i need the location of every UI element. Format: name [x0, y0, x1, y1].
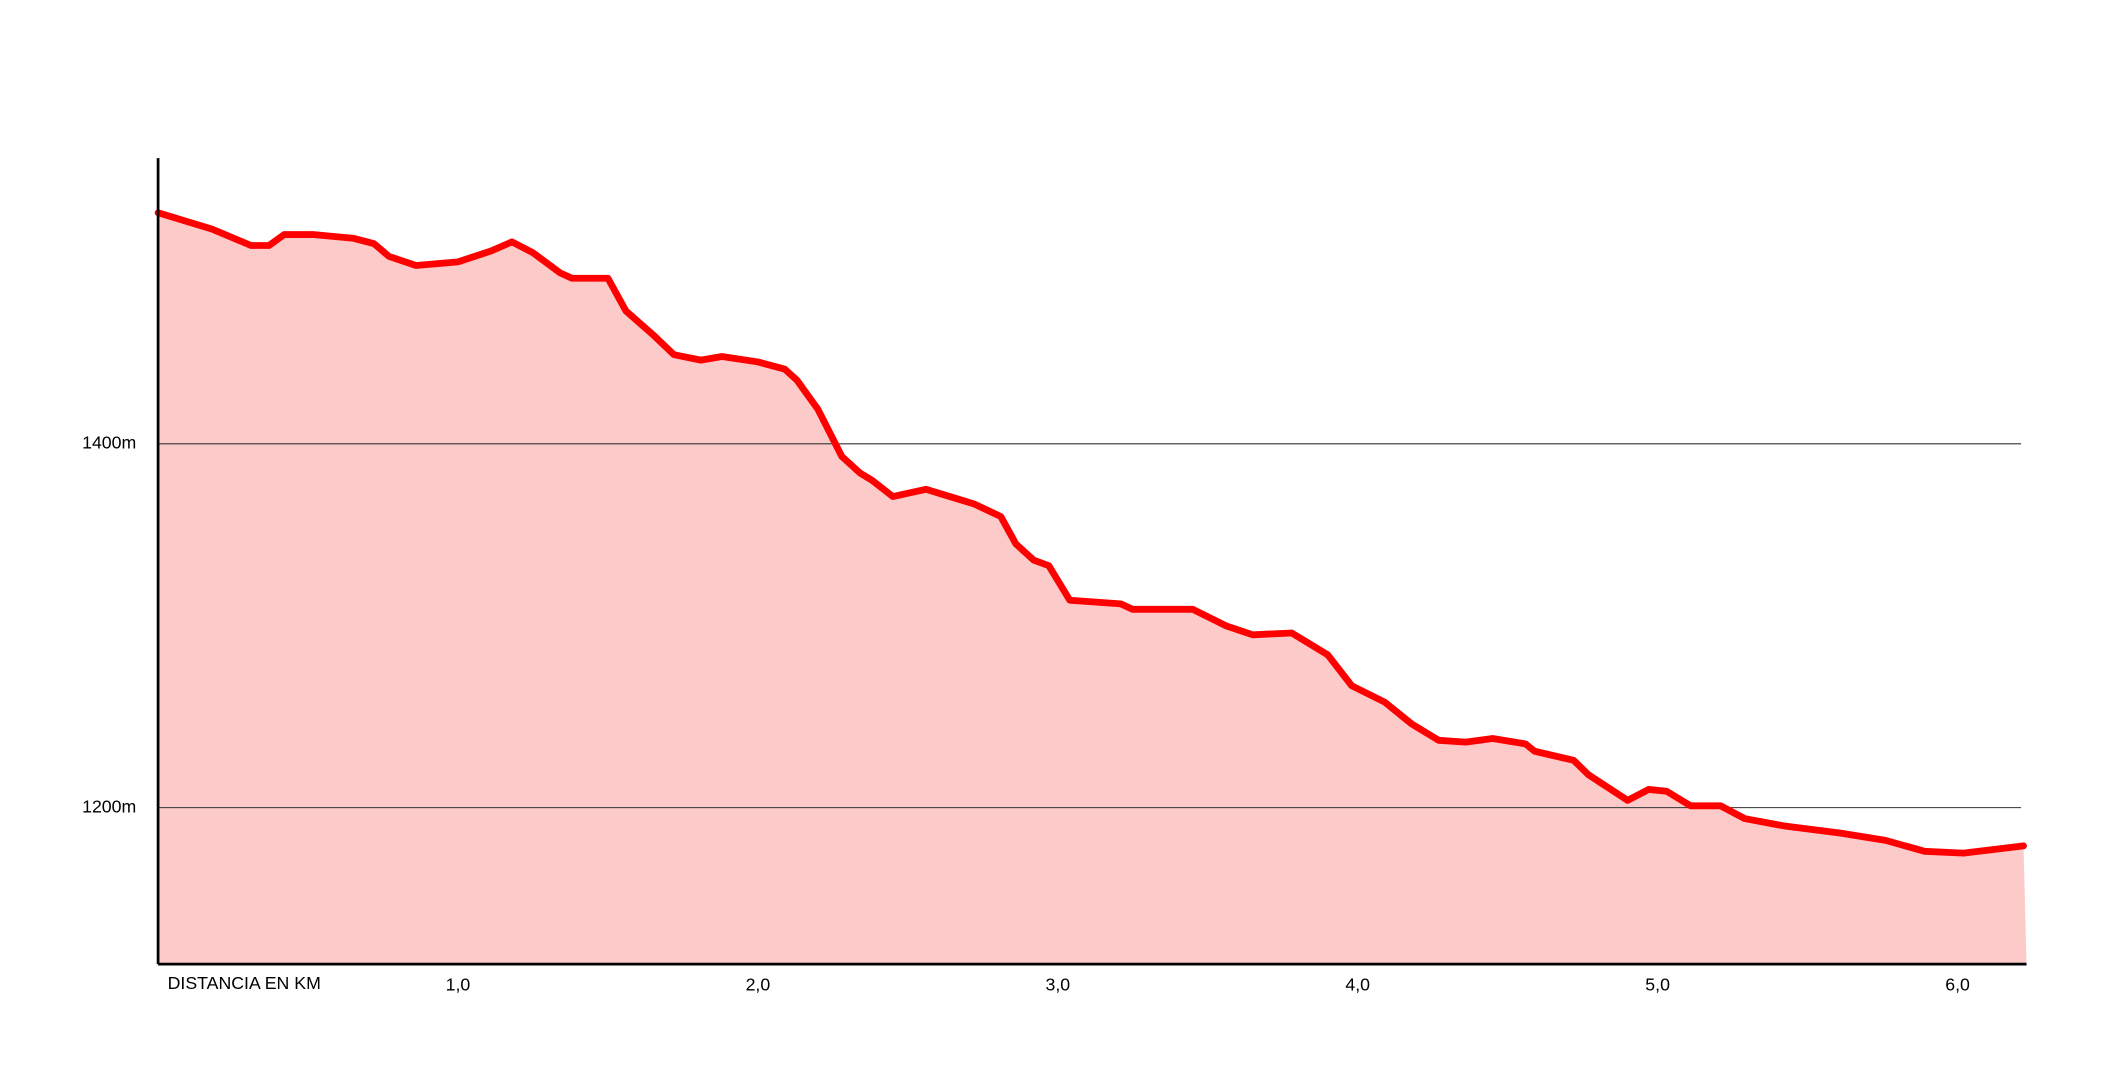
x-tick-label: 4,0 [1345, 975, 1370, 995]
x-axis-label: DISTANCIA EN KM [168, 973, 321, 993]
area-fill [158, 212, 2027, 965]
x-tick-label: 3,0 [1045, 975, 1070, 995]
x-tick-label: 6,0 [1945, 975, 1970, 995]
y-tick-label: 1200m [82, 796, 136, 816]
x-tick-label: 1,0 [446, 975, 471, 995]
y-tick-label: 1400m [82, 432, 136, 452]
x-tick-label: 2,0 [746, 975, 771, 995]
elevation-line [154, 209, 2027, 857]
x-tick-label: 5,0 [1645, 975, 1670, 995]
